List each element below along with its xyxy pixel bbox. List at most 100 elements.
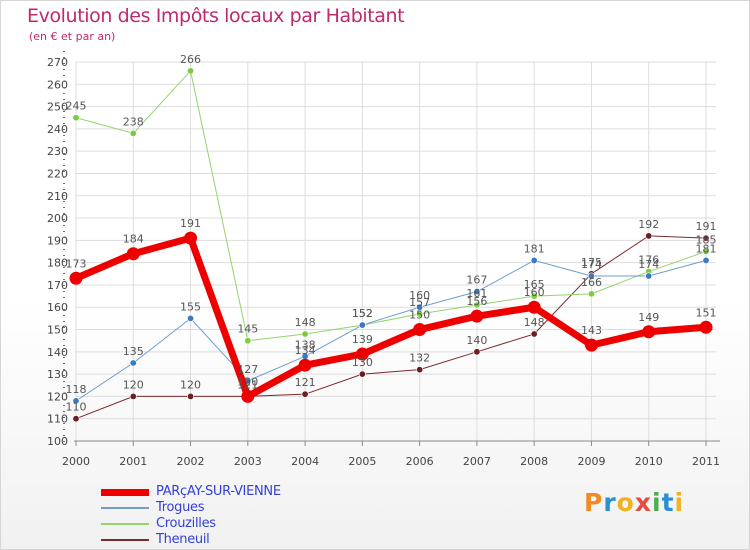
data-label: 135: [123, 345, 144, 358]
data-label: 145: [237, 323, 258, 336]
data-label: 157: [409, 296, 430, 309]
legend-label: PARçAY-SUR-VIENNE: [156, 484, 281, 499]
legend-swatch: [101, 507, 149, 509]
series-point: [72, 415, 80, 423]
series-layer: [69, 67, 713, 423]
series-point: [126, 247, 140, 261]
y-tick-label: 110: [47, 413, 68, 426]
x-tick-label: 2000: [62, 455, 90, 468]
series-point: [416, 366, 424, 374]
legend-item: PARçAY-SUR-VIENNE: [101, 484, 401, 500]
series-point: [241, 389, 255, 403]
logo-letter: i: [652, 488, 662, 517]
series-point: [129, 129, 137, 137]
series-point: [187, 67, 195, 75]
proxiti-logo: Proxiti: [584, 488, 684, 517]
data-label: 148: [295, 316, 316, 329]
legend-label: Trogues: [156, 500, 205, 515]
y-tick-label: 270: [47, 56, 68, 69]
series-point: [187, 314, 195, 322]
data-label: 181: [524, 242, 545, 255]
series-point: [355, 347, 369, 361]
data-label: 134: [295, 344, 316, 357]
data-label: 152: [352, 307, 373, 320]
data-label: 161: [466, 287, 487, 300]
y-tick-label: 160: [47, 301, 68, 314]
series-point: [530, 256, 538, 264]
series-point: [72, 397, 80, 405]
data-label: 121: [237, 378, 258, 391]
logo-letter: i: [674, 488, 685, 517]
series-point: [699, 320, 713, 334]
x-tick-label: 2011: [692, 455, 720, 468]
axis-layer: 1001101201301401501601701801902002102202…: [47, 51, 720, 468]
data-label: 150: [409, 309, 430, 322]
logo-letter: r: [603, 488, 617, 517]
data-label: 160: [524, 286, 545, 299]
series-point: [473, 288, 481, 296]
data-label: 156: [466, 295, 487, 308]
series-point: [69, 271, 83, 285]
series-point: [358, 321, 366, 329]
data-label: 181: [696, 242, 717, 255]
y-tick-label: 100: [47, 435, 68, 448]
data-label: 184: [123, 233, 144, 246]
series-point: [358, 370, 366, 378]
x-tick-label: 2009: [577, 455, 605, 468]
line-chart: 1001101201301401501601701801902002102202…: [47, 51, 720, 468]
chart-title: Evolution des Impôts locaux par Habitant: [27, 5, 405, 27]
data-label: 151: [696, 306, 717, 319]
data-label: 165: [524, 278, 545, 291]
series-point: [702, 234, 710, 242]
series-point: [298, 358, 312, 372]
y-tick-label: 190: [47, 234, 68, 247]
data-label: 167: [466, 274, 487, 287]
y-tick-label: 210: [47, 190, 68, 203]
data-label: 120: [123, 378, 144, 391]
x-tick-label: 2003: [234, 455, 262, 468]
series-point: [530, 330, 538, 338]
data-label: 175: [581, 256, 602, 269]
series-point: [72, 114, 80, 122]
legend-swatch: [101, 539, 149, 541]
y-tick-label: 250: [47, 101, 68, 114]
data-label: 140: [466, 334, 487, 347]
series-point: [642, 325, 656, 339]
legend-item: Theneuil: [101, 532, 401, 548]
x-tick-label: 2010: [635, 455, 663, 468]
x-tick-label: 2001: [119, 455, 147, 468]
x-tick-label: 2007: [463, 455, 491, 468]
series-point: [244, 337, 252, 345]
series-point: [587, 290, 595, 298]
data-label: 191: [696, 220, 717, 233]
series-point: [470, 309, 484, 323]
data-label: 245: [66, 100, 87, 113]
data-label: 139: [352, 333, 373, 346]
data-label: 238: [123, 115, 144, 128]
data-label: 185: [696, 234, 717, 247]
data-label: 127: [237, 363, 258, 376]
legend-label: Theneuil: [156, 532, 210, 547]
x-tick-label: 2005: [348, 455, 376, 468]
chart-subtitle: (en € et par an): [29, 30, 116, 43]
data-label: 138: [295, 338, 316, 351]
data-label: 174: [581, 258, 602, 271]
data-label: 120: [180, 378, 201, 391]
y-tick-label: 130: [47, 368, 68, 381]
series-point: [473, 301, 481, 309]
series-point: [187, 392, 195, 400]
y-tick-label: 220: [47, 167, 68, 180]
series-point: [702, 248, 710, 256]
series-point: [645, 272, 653, 280]
data-label: 160: [409, 289, 430, 302]
logo-letter: o: [616, 488, 635, 517]
series-point: [584, 338, 598, 352]
data-label: 130: [352, 356, 373, 369]
data-label: 192: [638, 218, 659, 231]
series-point: [527, 300, 541, 314]
x-tick-label: 2008: [520, 455, 548, 468]
x-tick-label: 2002: [177, 455, 205, 468]
legend-label: Crouzilles: [156, 516, 216, 531]
y-tick-label: 170: [47, 279, 68, 292]
